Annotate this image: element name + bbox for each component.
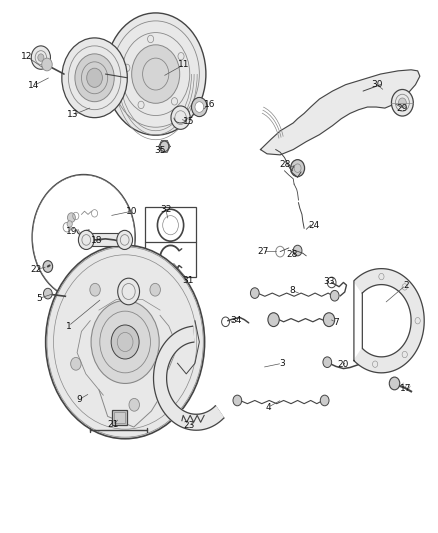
Circle shape [111,325,139,359]
Text: 16: 16 [204,100,215,109]
Bar [114,412,125,423]
Circle shape [323,313,335,327]
Text: 8: 8 [290,286,295,295]
Text: 28: 28 [280,160,291,169]
Circle shape [38,54,44,61]
Text: 32: 32 [160,205,171,214]
Circle shape [43,288,52,299]
Text: 30: 30 [371,80,383,89]
Circle shape [91,301,159,383]
Circle shape [389,377,400,390]
Circle shape [71,358,81,370]
Text: 18: 18 [91,237,102,246]
Circle shape [78,230,94,249]
Circle shape [157,209,184,241]
Bar [145,207,196,277]
Circle shape [330,290,339,301]
Text: 17: 17 [400,384,412,393]
Text: 13: 13 [67,110,78,119]
Text: 35: 35 [154,146,166,155]
Text: 34: 34 [231,316,242,325]
Circle shape [195,102,204,112]
Circle shape [118,278,140,305]
Text: 21: 21 [108,421,119,430]
Circle shape [75,54,114,102]
Circle shape [43,261,53,272]
Polygon shape [261,70,420,155]
Text: 31: 31 [183,276,194,285]
Text: 28: 28 [286,251,298,260]
Circle shape [129,399,139,411]
Circle shape [323,357,332,368]
Text: 27: 27 [257,247,268,256]
Circle shape [106,13,206,135]
Circle shape [160,141,169,152]
Text: 24: 24 [308,221,320,230]
Circle shape [46,245,205,439]
Polygon shape [153,326,224,430]
Text: 14: 14 [28,81,39,90]
Text: 19: 19 [66,227,77,236]
Text: 2: 2 [403,280,409,289]
Circle shape [191,98,207,117]
Circle shape [32,174,135,300]
Circle shape [171,106,190,130]
Circle shape [117,230,133,249]
Circle shape [62,38,127,118]
Circle shape [31,46,50,69]
Circle shape [150,284,160,296]
Circle shape [87,68,102,87]
Text: 11: 11 [178,60,190,69]
Text: 3: 3 [279,359,285,368]
Text: 7: 7 [333,318,339,327]
Text: 29: 29 [397,103,408,112]
Circle shape [90,284,100,296]
Bar [86,233,125,246]
Text: 15: 15 [183,117,194,126]
Text: 9: 9 [76,395,82,404]
Text: 5: 5 [36,294,42,303]
Text: 20: 20 [338,360,349,369]
Text: 23: 23 [184,422,195,431]
Circle shape [233,395,242,406]
Text: 4: 4 [265,403,271,412]
Bar [113,410,127,425]
Circle shape [251,288,259,298]
Circle shape [392,90,413,116]
Text: 22: 22 [30,265,41,274]
Circle shape [42,58,52,71]
Polygon shape [354,269,424,373]
Text: 1: 1 [66,321,71,330]
Circle shape [268,313,279,327]
Circle shape [320,395,329,406]
Circle shape [399,98,406,108]
Circle shape [132,45,180,103]
Text: 10: 10 [126,207,138,216]
Text: 33: 33 [323,277,335,286]
Circle shape [293,245,302,256]
Circle shape [290,160,304,176]
Circle shape [67,213,75,222]
Text: 12: 12 [21,52,32,61]
Circle shape [67,221,72,227]
